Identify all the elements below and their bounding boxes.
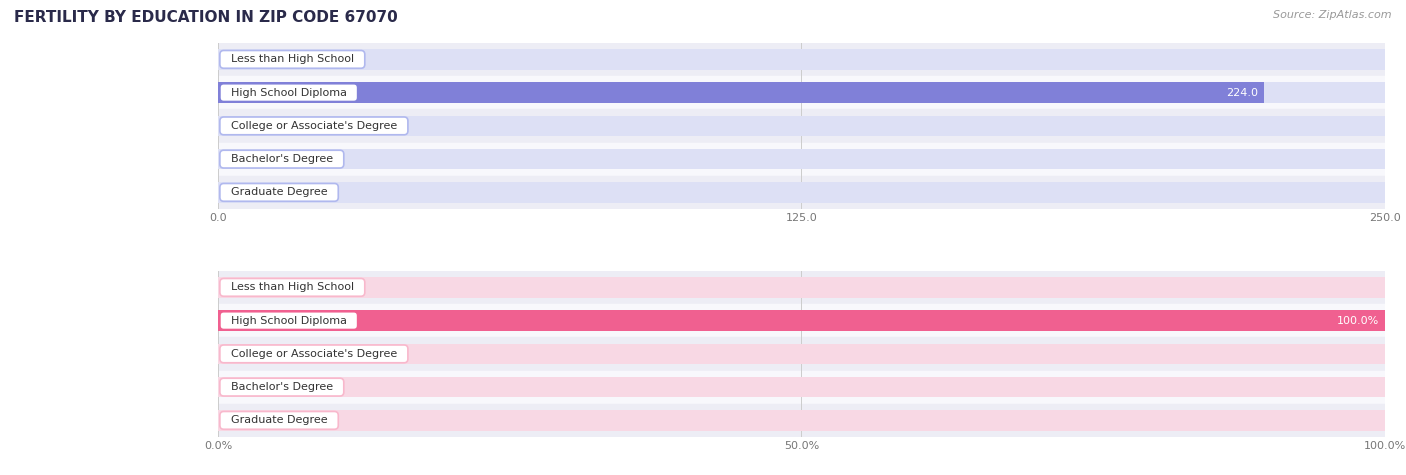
Text: 100.0%: 100.0%: [1337, 315, 1379, 326]
Text: Less than High School: Less than High School: [224, 282, 361, 293]
Bar: [218, 115, 1385, 136]
Bar: [218, 337, 1385, 370]
Text: 224.0: 224.0: [1226, 87, 1258, 98]
Text: 0.0: 0.0: [229, 154, 247, 164]
Bar: [218, 109, 1385, 142]
Text: Graduate Degree: Graduate Degree: [224, 415, 335, 426]
Text: 0.0: 0.0: [229, 121, 247, 131]
Bar: [218, 304, 1385, 337]
Bar: [218, 43, 1385, 76]
Text: 0.0%: 0.0%: [229, 349, 257, 359]
Text: Graduate Degree: Graduate Degree: [224, 187, 335, 198]
Text: 0.0%: 0.0%: [229, 415, 257, 426]
Bar: [218, 277, 1385, 298]
Bar: [218, 76, 1385, 109]
Text: High School Diploma: High School Diploma: [224, 315, 354, 326]
Bar: [218, 82, 1264, 103]
Text: High School Diploma: High School Diploma: [224, 87, 354, 98]
Text: FERTILITY BY EDUCATION IN ZIP CODE 67070: FERTILITY BY EDUCATION IN ZIP CODE 67070: [14, 10, 398, 25]
Text: 0.0: 0.0: [229, 187, 247, 198]
Bar: [218, 271, 1385, 304]
Bar: [218, 343, 1385, 364]
Text: 0.0%: 0.0%: [229, 382, 257, 392]
Bar: [218, 182, 1385, 203]
Bar: [218, 410, 1385, 431]
Bar: [218, 176, 1385, 209]
Text: 0.0: 0.0: [229, 54, 247, 65]
Text: College or Associate's Degree: College or Associate's Degree: [224, 121, 404, 131]
Text: Bachelor's Degree: Bachelor's Degree: [224, 382, 340, 392]
Text: 0.0%: 0.0%: [229, 282, 257, 293]
Text: Less than High School: Less than High School: [224, 54, 361, 65]
Bar: [218, 82, 1385, 103]
Text: Bachelor's Degree: Bachelor's Degree: [224, 154, 340, 164]
Bar: [218, 142, 1385, 176]
Bar: [218, 377, 1385, 398]
Text: Source: ZipAtlas.com: Source: ZipAtlas.com: [1274, 10, 1392, 19]
Bar: [218, 149, 1385, 170]
Text: College or Associate's Degree: College or Associate's Degree: [224, 349, 404, 359]
Bar: [218, 404, 1385, 437]
Bar: [218, 310, 1385, 331]
Bar: [218, 49, 1385, 70]
Bar: [218, 310, 1385, 331]
Bar: [218, 370, 1385, 404]
